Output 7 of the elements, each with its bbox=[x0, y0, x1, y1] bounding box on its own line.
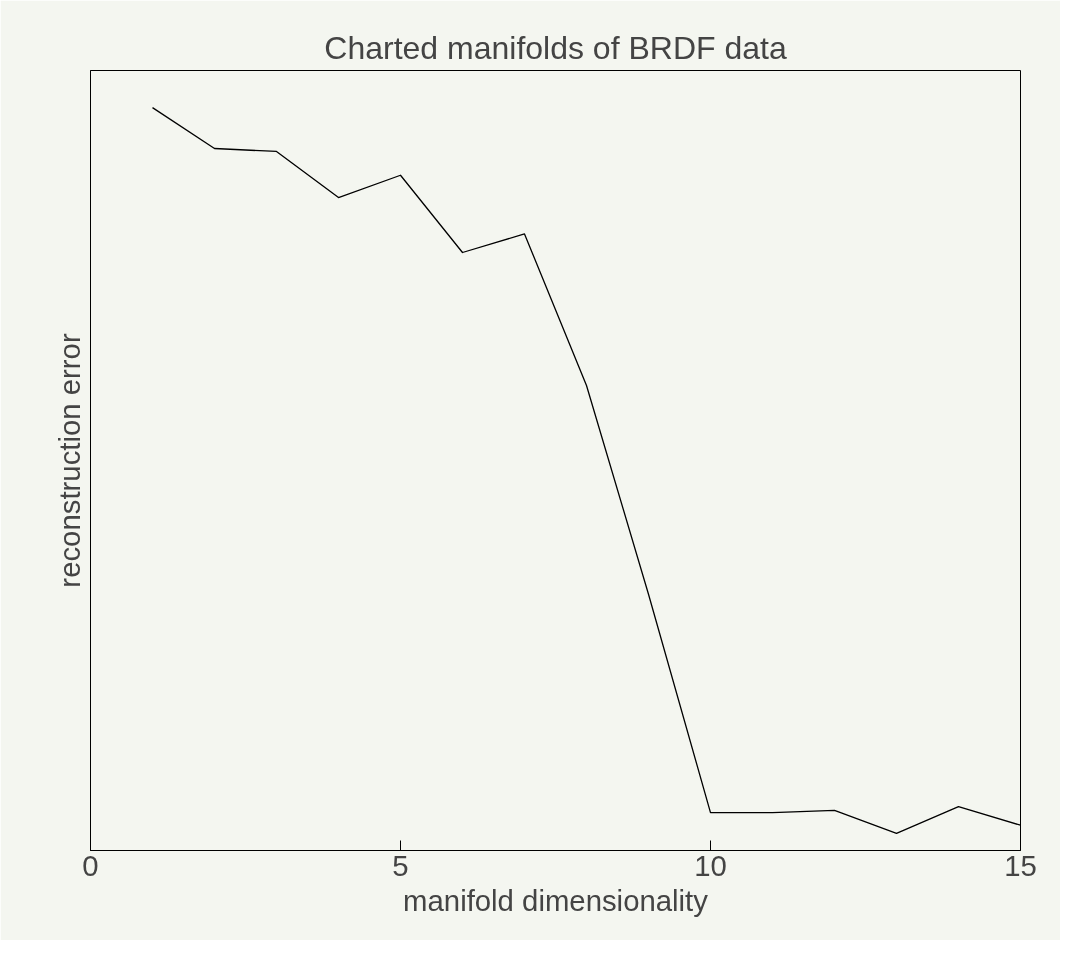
x-tick-label: 0 bbox=[82, 848, 99, 882]
x-tick-label: 15 bbox=[1004, 848, 1037, 882]
x-tick-label: 10 bbox=[694, 848, 727, 882]
chart-title: Charted manifolds of BRDF data bbox=[324, 29, 787, 66]
y-axis-title: reconstruction error bbox=[52, 333, 86, 588]
x-tick-label: 5 bbox=[392, 848, 409, 882]
x-axis-title: manifold dimensionality bbox=[403, 883, 709, 917]
